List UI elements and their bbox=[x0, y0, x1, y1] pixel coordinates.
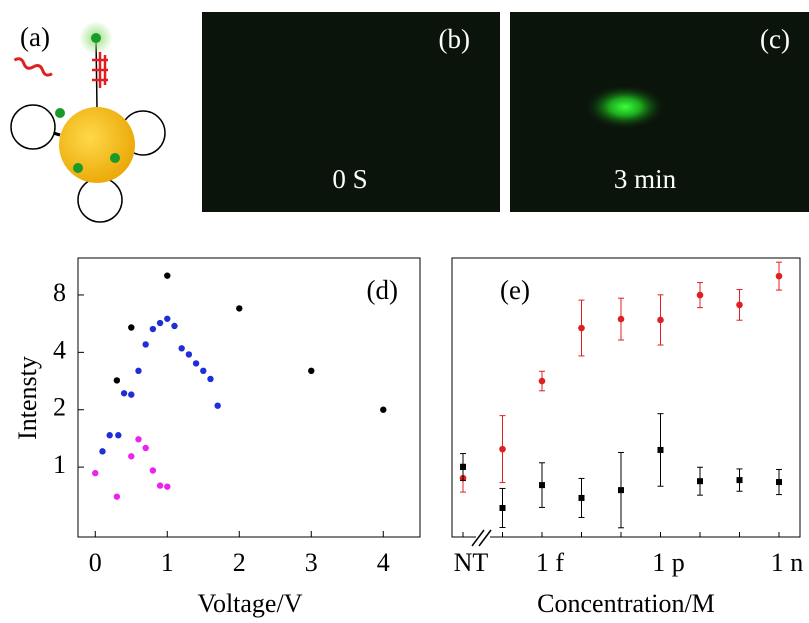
point bbox=[578, 494, 585, 501]
plot-frame bbox=[451, 257, 801, 538]
point bbox=[128, 324, 135, 331]
point bbox=[171, 322, 178, 330]
axis-break bbox=[471, 529, 492, 547]
point bbox=[128, 391, 135, 398]
point bbox=[149, 467, 157, 474]
x-tick-label: 1 bbox=[161, 548, 174, 577]
point bbox=[308, 367, 315, 375]
y-axis-label: Intensty bbox=[13, 356, 42, 440]
y-tick-label: 2 bbox=[53, 393, 66, 422]
point bbox=[142, 341, 149, 348]
point bbox=[113, 493, 121, 500]
point bbox=[120, 390, 128, 397]
point bbox=[380, 406, 387, 413]
point bbox=[156, 482, 164, 489]
point bbox=[164, 315, 171, 322]
point bbox=[538, 377, 546, 385]
point bbox=[776, 479, 782, 486]
point bbox=[697, 478, 703, 485]
fluorescence-spot bbox=[585, 85, 665, 129]
y-tick-label: 1 bbox=[53, 450, 66, 479]
x-tick-label: 4 bbox=[377, 548, 390, 577]
point bbox=[207, 375, 214, 383]
x-axis-label: Voltage/V bbox=[198, 589, 303, 618]
point bbox=[192, 360, 200, 367]
point bbox=[775, 272, 783, 280]
schematic bbox=[10, 21, 166, 223]
point bbox=[135, 436, 142, 443]
x-tick-label: 1 f bbox=[536, 548, 565, 577]
panel-label: (e) bbox=[500, 275, 530, 305]
point bbox=[657, 446, 664, 453]
point bbox=[578, 324, 585, 332]
panel-label: (a) bbox=[20, 22, 50, 52]
panel-label: (c) bbox=[760, 24, 790, 54]
y-tick-label: 4 bbox=[53, 335, 66, 364]
caption: 0 S bbox=[332, 164, 367, 194]
x-axis-label: Concentration/M bbox=[537, 589, 715, 618]
point bbox=[618, 487, 624, 494]
x-tick-label: 2 bbox=[233, 548, 246, 577]
point bbox=[185, 351, 193, 358]
point bbox=[539, 482, 545, 489]
point bbox=[499, 445, 506, 453]
point bbox=[92, 469, 99, 477]
point bbox=[149, 325, 157, 333]
point bbox=[106, 432, 113, 439]
point bbox=[617, 315, 625, 323]
point bbox=[236, 305, 243, 312]
x-tick-label: 3 bbox=[305, 548, 318, 577]
point bbox=[736, 477, 743, 484]
image bbox=[202, 12, 500, 212]
x-tick-label: 0 bbox=[89, 548, 102, 577]
point bbox=[113, 377, 121, 384]
point bbox=[696, 291, 704, 299]
point bbox=[214, 402, 221, 409]
point bbox=[164, 272, 171, 279]
x-tick-label: NT bbox=[454, 548, 489, 577]
point bbox=[115, 432, 122, 439]
panel-label: (b) bbox=[439, 24, 470, 54]
caption: 3 min bbox=[614, 164, 677, 194]
point bbox=[156, 319, 164, 327]
point bbox=[460, 463, 466, 470]
x-tick-label: 1 p bbox=[652, 548, 685, 577]
point bbox=[178, 345, 185, 352]
point bbox=[128, 453, 135, 460]
point bbox=[99, 448, 106, 455]
point bbox=[135, 367, 142, 375]
point bbox=[736, 301, 743, 309]
point bbox=[164, 483, 171, 490]
point bbox=[142, 444, 149, 452]
point bbox=[200, 367, 207, 375]
point bbox=[657, 316, 664, 324]
point bbox=[499, 504, 506, 511]
x-tick-label: 1 n bbox=[771, 548, 804, 577]
panel-label: (d) bbox=[367, 275, 398, 305]
plot-frame bbox=[77, 257, 421, 538]
y-tick-label: 8 bbox=[53, 278, 66, 307]
